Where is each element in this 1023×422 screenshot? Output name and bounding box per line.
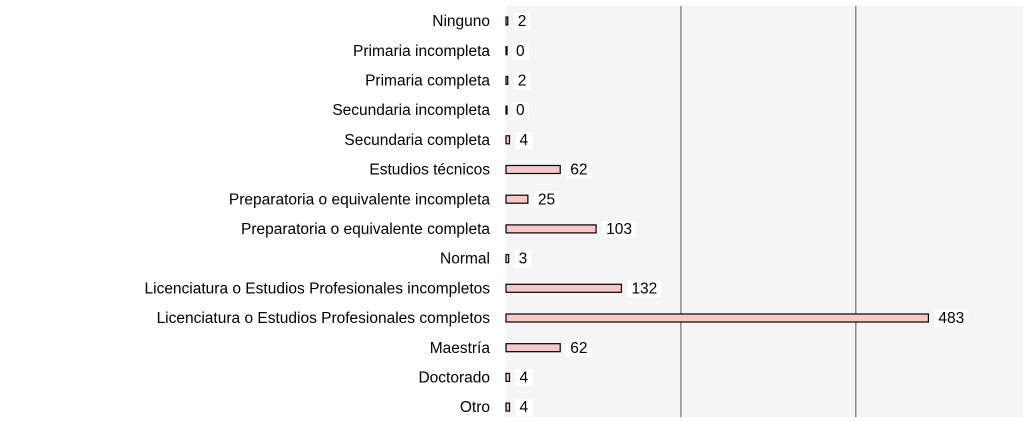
bar (505, 164, 561, 175)
y-tick-label: Normal (440, 251, 490, 268)
value-label: 2 (518, 13, 527, 30)
value-label: 62 (570, 340, 587, 357)
bar (505, 254, 510, 264)
value-label: 132 (631, 280, 657, 297)
bar (505, 194, 529, 204)
bar (505, 105, 508, 115)
plot-background (506, 6, 1023, 417)
y-tick-label: Estudios técnicos (369, 162, 490, 179)
value-label-background (512, 102, 529, 120)
value-label: 4 (519, 369, 528, 386)
value-label-background (566, 161, 592, 179)
value-label-background (515, 131, 533, 149)
bar (505, 313, 930, 323)
value-label: 62 (570, 162, 587, 179)
value-label-background (566, 339, 592, 357)
value-label-background (512, 42, 529, 60)
y-tick-label: Ninguno (432, 13, 490, 30)
y-tick-label: Primaria completa (365, 72, 490, 89)
y-tick-label: Licenciatura o Estudios Profesionales co… (157, 310, 491, 327)
value-label-background (514, 250, 532, 268)
value-label-background (627, 280, 662, 298)
value-label: 4 (519, 132, 528, 149)
value-label: 483 (938, 310, 964, 327)
value-label-background (515, 399, 533, 417)
y-tick-label: Secundaria incompleta (332, 102, 490, 119)
bar (505, 46, 508, 56)
y-tick-label: Secundaria completa (344, 132, 490, 149)
value-label: 4 (519, 399, 528, 416)
y-tick-label: Preparatoria o equivalente incompleta (229, 191, 490, 208)
value-label: 3 (519, 251, 528, 268)
bar (505, 16, 509, 26)
y-tick-label: Maestría (430, 340, 491, 357)
bar (505, 402, 511, 412)
bar (505, 224, 597, 234)
bar (505, 75, 509, 86)
value-label-background (602, 220, 636, 238)
y-tick-label: Primaria incompleta (353, 43, 490, 60)
value-label: 2 (518, 72, 527, 89)
y-tick-label: Licenciatura o Estudios Profesionales in… (145, 280, 491, 297)
value-label: 0 (516, 43, 525, 60)
value-label-background (513, 72, 531, 90)
value-label-background (533, 191, 560, 209)
value-label-background (934, 310, 969, 328)
bar (505, 343, 561, 353)
y-tick-label: Doctorado (418, 369, 490, 386)
bar (505, 372, 511, 382)
bar (505, 135, 511, 145)
value-label: 0 (516, 102, 525, 119)
y-tick-label: Otro (460, 399, 490, 416)
value-label: 103 (606, 221, 632, 238)
bar (505, 283, 623, 293)
value-label: 25 (538, 191, 555, 208)
value-label-background (515, 369, 533, 387)
y-tick-label: Preparatoria o equivalente completa (241, 221, 490, 238)
value-label-background (513, 13, 531, 31)
